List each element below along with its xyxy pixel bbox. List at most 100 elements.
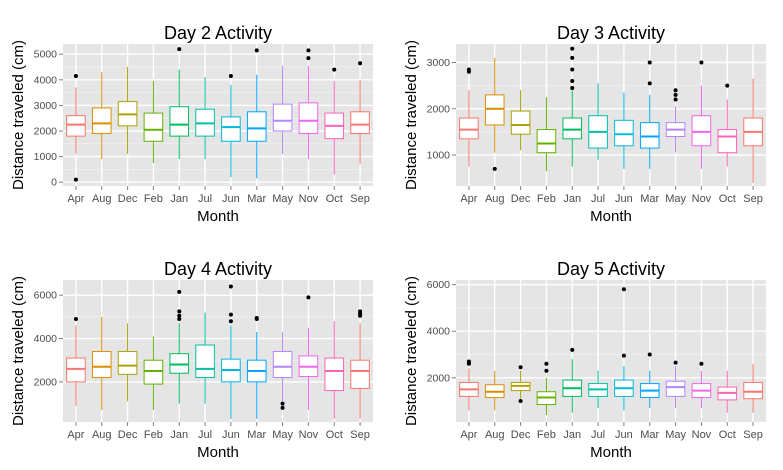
y-axis-label: Distance traveled (cm) [10, 40, 27, 190]
x-axis-label: Month [590, 444, 632, 461]
outlier-point [177, 309, 182, 314]
outlier-point [570, 46, 575, 51]
box-nov [298, 295, 319, 411]
outlier-point [518, 365, 523, 370]
y-tick-label: 0 [51, 177, 57, 189]
chart-panel-1: 0 1000 2000 3000 4000 5000 Apr Aug Dec Feb Jan Jul J… [10, 23, 373, 225]
outlier-point [621, 353, 626, 358]
x-tick-label: May [272, 193, 293, 205]
outlier-point [570, 347, 575, 352]
outlier-point [544, 361, 549, 366]
box-apr [459, 359, 479, 411]
outlier-point [254, 48, 259, 53]
box-may [272, 65, 293, 155]
outlier-point [73, 73, 78, 78]
box-iqr [350, 359, 370, 389]
outlier-point [570, 67, 575, 72]
outlier-point [73, 177, 78, 182]
x-tick-label: Oct [326, 193, 343, 205]
outlier-point [228, 284, 233, 289]
box-jun [614, 92, 634, 169]
box-iqr [510, 110, 531, 135]
y-axis-label: Distance traveled (cm) [403, 40, 420, 190]
outlier-point [621, 287, 626, 292]
outlier-point [699, 60, 704, 65]
box-iqr [272, 351, 293, 379]
box-feb [536, 361, 557, 416]
outlier-point [177, 289, 182, 294]
x-tick-label: Sep [350, 429, 370, 441]
x-tick-label: Jul [591, 429, 605, 441]
outlier-point [306, 56, 311, 61]
box-iqr [169, 106, 190, 137]
y-tick-label: 4000 [34, 333, 58, 345]
box-iqr [195, 344, 215, 379]
y-tick-label: 6000 [34, 290, 58, 302]
outlier-point [280, 405, 285, 410]
x-tick-label: May [665, 193, 686, 205]
x-tick-label: May [272, 429, 293, 441]
box-feb [143, 81, 164, 163]
x-tick-label: Jan [563, 429, 581, 441]
box-iqr [484, 94, 505, 126]
box-oct [717, 83, 738, 167]
x-tick-label: Nov [692, 429, 712, 441]
outlier-point [466, 361, 471, 366]
outlier-point [306, 48, 311, 53]
outlier-point [254, 317, 259, 322]
outlier-point [358, 313, 363, 318]
x-tick-label: Nov [299, 429, 319, 441]
x-tick-label: Sep [743, 429, 763, 441]
chart-panel-3: 2000 4000 6000 Apr Aug Dec Feb Jan Jul Jun Mar May N… [10, 259, 373, 461]
x-tick-label: Dec [118, 193, 138, 205]
box-apr [66, 317, 86, 406]
y-tick-label: 6000 [427, 279, 451, 291]
box-jul [195, 77, 215, 160]
x-tick-label: Dec [118, 429, 138, 441]
x-tick-label: Oct [326, 429, 343, 441]
y-tick-label: 1000 [427, 150, 451, 162]
box-mar [246, 48, 267, 179]
outlier-point [228, 73, 233, 78]
outlier-point [570, 55, 575, 60]
box-iqr [246, 111, 267, 142]
outlier-point [332, 67, 337, 72]
x-axis-label: Month [197, 208, 239, 225]
box-apr [66, 73, 86, 182]
outlier-point [306, 295, 311, 300]
y-tick-label: 3000 [427, 57, 451, 69]
box-sep [350, 61, 370, 165]
box-oct [324, 321, 345, 419]
box-dec [510, 365, 531, 404]
x-tick-label: Oct [719, 193, 736, 205]
box-feb [143, 336, 164, 411]
x-tick-label: Dec [511, 193, 531, 205]
y-tick-label: 2000 [34, 125, 58, 137]
box-feb [536, 97, 557, 172]
x-tick-label: Aug [485, 193, 505, 205]
x-tick-label: Feb [144, 429, 163, 441]
outlier-point [673, 92, 678, 97]
x-tick-label: Feb [537, 429, 556, 441]
box-aug [484, 370, 505, 411]
chart-title: Day 4 Activity [164, 259, 272, 279]
x-tick-label: Jan [170, 429, 188, 441]
box-iqr [743, 381, 763, 400]
x-tick-label: Sep [743, 193, 763, 205]
outlier-point [177, 47, 182, 52]
box-iqr [717, 129, 738, 154]
box-may [272, 332, 293, 410]
outlier-point [177, 313, 182, 318]
box-iqr [143, 359, 164, 385]
box-iqr [324, 357, 345, 392]
x-tick-label: Jan [170, 193, 188, 205]
y-tick-label: 3000 [34, 100, 58, 112]
outlier-point [73, 317, 78, 322]
outlier-point [725, 83, 730, 88]
box-iqr [665, 380, 686, 397]
x-tick-label: Aug [92, 429, 112, 441]
x-tick-label: Aug [485, 429, 505, 441]
box-iqr [459, 117, 479, 140]
chart-panel-4: 2000 4000 6000 Apr Aug Dec Feb Jan Jul Jun Mar May N… [403, 259, 766, 461]
